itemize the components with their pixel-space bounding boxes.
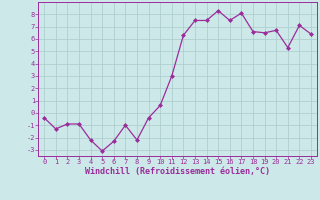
X-axis label: Windchill (Refroidissement éolien,°C): Windchill (Refroidissement éolien,°C): [85, 167, 270, 176]
